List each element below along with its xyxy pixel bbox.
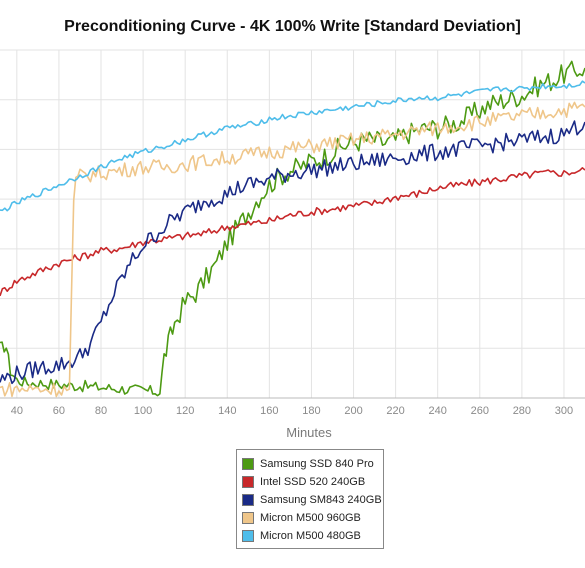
x-tick-label: 200 [344, 405, 362, 417]
x-tick-label: 240 [429, 405, 447, 417]
chart-title: Preconditioning Curve - 4K 100% Write [S… [64, 18, 521, 35]
legend: Samsung SSD 840 Pro Intel SSD 520 240GB Sa… [236, 449, 384, 549]
x-tick-label: 260 [471, 405, 489, 417]
legend-swatch [242, 512, 254, 524]
legend-item: Micron M500 960GB [242, 509, 383, 527]
legend-swatch [242, 458, 254, 470]
x-tick-label: 60 [53, 405, 65, 417]
legend-swatch [242, 530, 254, 542]
x-tick-label: 280 [513, 405, 531, 417]
series-line-samsung-ssd-840-pro [0, 60, 585, 397]
x-tick-label: 120 [176, 405, 194, 417]
series-lines [0, 60, 585, 398]
legend-label: Samsung SSD 840 Pro [260, 458, 374, 470]
series-line-intel-ssd-520-240gb [0, 167, 585, 297]
legend-item: Intel SSD 520 240GB [242, 473, 383, 491]
series-line-micron-m500-480gb [0, 80, 585, 212]
legend-label: Micron M500 960GB [260, 512, 361, 524]
x-tick-label: 220 [386, 405, 404, 417]
x-tick-label: 80 [95, 405, 107, 417]
legend-swatch [242, 476, 254, 488]
x-tick-label: 180 [302, 405, 320, 417]
x-axis-label: Minutes [286, 425, 332, 440]
legend-item: Samsung SM843 240GB [242, 491, 383, 509]
legend-swatch [242, 494, 254, 506]
legend-label: Intel SSD 520 240GB [260, 476, 366, 488]
x-tick-labels: 40 60 80 100 120 140 160 180 200 220 240 260 280 300 [11, 405, 573, 417]
line-chart: 40 60 80 100 120 140 160 180 200 220 240 260 280 300 … [0, 49, 585, 440]
legend-label: Samsung SM843 240GB [260, 494, 382, 506]
series-line-samsung-sm843-240gb [0, 120, 585, 385]
x-tick-label: 40 [11, 405, 23, 417]
legend-item: Samsung SSD 840 Pro [242, 455, 383, 473]
x-tick-label: 140 [218, 405, 236, 417]
legend-item: Micron M500 480GB [242, 527, 383, 545]
grid-lines [0, 49, 585, 399]
legend-label: Micron M500 480GB [260, 530, 361, 542]
x-tick-label: 100 [134, 405, 152, 417]
x-tick-label: 160 [260, 405, 278, 417]
series-line-micron-m500-960gb [0, 101, 585, 398]
x-tick-label: 300 [555, 405, 573, 417]
